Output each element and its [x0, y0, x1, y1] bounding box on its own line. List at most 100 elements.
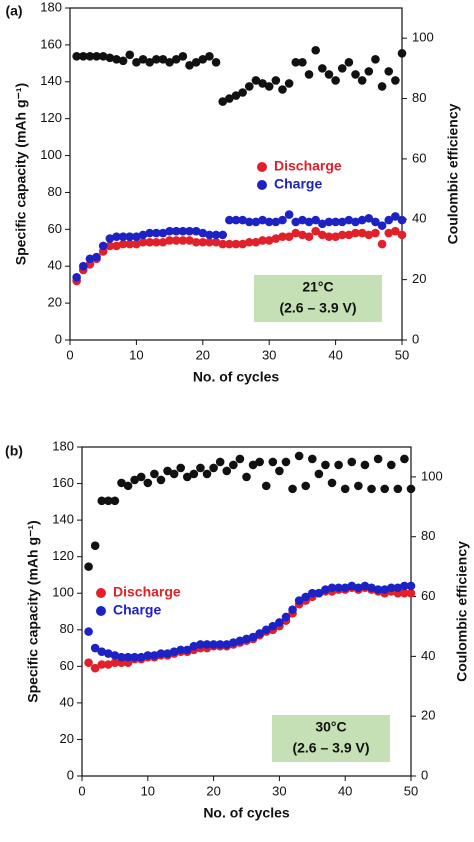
data-point: [284, 79, 294, 88]
data-point: [288, 605, 297, 614]
data-point: [406, 581, 416, 591]
data-point: [185, 61, 194, 70]
data-point: [92, 51, 101, 61]
x-tick-label: 30: [272, 783, 286, 798]
data-point: [334, 583, 343, 593]
data-point: [377, 239, 387, 249]
data-point: [327, 583, 337, 593]
data-point: [337, 64, 347, 73]
x-tick-label: 50: [395, 347, 409, 362]
legend-label: Discharge: [113, 584, 181, 600]
data-point: [72, 51, 81, 61]
y2-axis-title: Coulombic efficiency: [454, 541, 470, 682]
y2-tick-label: 60: [421, 588, 435, 603]
data-point: [78, 261, 88, 271]
data-point: [202, 640, 212, 649]
data-point: [136, 472, 146, 482]
legend-marker: [96, 606, 106, 616]
data-point: [152, 55, 161, 64]
data-point: [110, 496, 120, 506]
data-point: [112, 241, 121, 251]
data-point: [152, 228, 161, 238]
data-point: [205, 51, 214, 61]
data-point: [268, 621, 278, 631]
data-point: [182, 472, 192, 482]
data-point: [268, 457, 278, 467]
data-point: [278, 232, 287, 242]
data-point: [97, 647, 107, 657]
data-point: [364, 213, 374, 223]
y-tick-label: 140: [40, 73, 62, 88]
x-tick-label: 0: [66, 347, 73, 362]
data-point: [367, 484, 376, 494]
data-point: [165, 226, 174, 236]
y-tick-label: 80: [60, 621, 74, 636]
y-axis-title: Specific capacity (mAh g⁻¹): [25, 520, 41, 702]
data-point: [248, 460, 258, 470]
data-point: [258, 215, 267, 225]
data-point: [354, 481, 363, 491]
data-point: [231, 91, 241, 100]
y-tick-label: 0: [55, 331, 62, 346]
x-tick-label: 10: [141, 783, 155, 798]
data-point: [278, 85, 287, 94]
legend-marker: [257, 180, 267, 190]
data-point: [244, 217, 254, 227]
data-point: [357, 215, 367, 225]
y2-tick-label: 80: [421, 528, 435, 543]
y2-tick-label: 40: [412, 211, 426, 226]
data-point: [225, 94, 234, 103]
data-point: [176, 645, 185, 655]
y-tick-label: 140: [52, 512, 74, 527]
data-point: [400, 581, 409, 591]
data-point: [125, 232, 135, 242]
data-point: [258, 236, 267, 245]
legend-label: Discharge: [274, 158, 342, 174]
data-point: [165, 58, 174, 67]
data-point: [304, 217, 314, 227]
panel-label: (b): [5, 443, 23, 459]
data-point: [384, 67, 394, 76]
data-point: [211, 58, 221, 67]
y-tick-label: 100: [52, 585, 74, 600]
data-point: [271, 234, 281, 243]
data-point: [90, 541, 100, 550]
data-point: [143, 478, 153, 488]
data-point: [248, 632, 258, 642]
y2-tick-label: 80: [412, 90, 426, 105]
data-point: [152, 237, 161, 247]
data-point: [97, 660, 107, 669]
y2-tick-label: 100: [421, 468, 443, 483]
data-point: [196, 463, 205, 473]
data-point: [218, 97, 228, 106]
data-point: [327, 478, 337, 488]
data-point: [291, 58, 301, 67]
data-point: [125, 50, 135, 60]
x-tick-label: 10: [129, 347, 143, 362]
data-point: [85, 254, 95, 264]
x-axis-title: No. of cycles: [193, 369, 280, 385]
data-point: [150, 469, 159, 479]
data-point: [391, 212, 400, 221]
y-tick-label: 20: [60, 731, 74, 746]
data-point: [400, 454, 409, 464]
data-point: [264, 82, 274, 91]
data-point: [284, 210, 294, 219]
data-point: [373, 454, 383, 464]
data-point: [104, 660, 113, 669]
data-point: [391, 76, 400, 85]
data-point: [229, 460, 238, 470]
data-point: [386, 583, 396, 593]
data-point: [84, 627, 93, 636]
y-tick-label: 80: [48, 184, 62, 199]
data-point: [275, 466, 284, 476]
y-tick-label: 20: [48, 295, 62, 310]
data-point: [258, 79, 267, 88]
data-point: [222, 466, 232, 476]
data-point: [84, 658, 93, 667]
data-point: [98, 51, 108, 61]
data-point: [138, 237, 148, 247]
data-point: [136, 652, 146, 662]
